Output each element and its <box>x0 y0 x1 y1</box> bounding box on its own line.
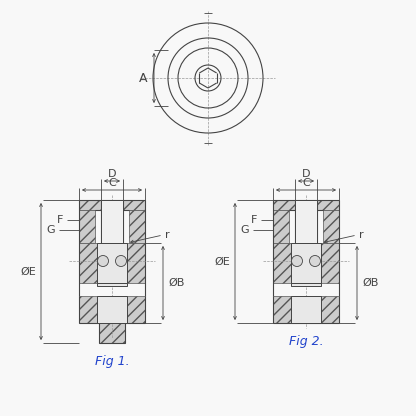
Bar <box>101 200 123 243</box>
Circle shape <box>292 255 302 267</box>
Bar <box>295 200 317 243</box>
Text: D: D <box>302 169 310 179</box>
Bar <box>79 200 145 210</box>
Bar <box>291 296 321 323</box>
Text: r: r <box>359 230 364 240</box>
Bar <box>127 243 145 283</box>
Text: Fig 2.: Fig 2. <box>289 334 323 347</box>
Circle shape <box>116 255 126 267</box>
Circle shape <box>310 255 320 267</box>
Text: ØB: ØB <box>362 278 379 288</box>
Circle shape <box>97 255 109 267</box>
Text: G: G <box>240 225 249 235</box>
Text: Fig 1.: Fig 1. <box>95 354 129 367</box>
Bar <box>273 243 291 283</box>
Text: F: F <box>250 215 257 225</box>
Bar <box>291 243 321 283</box>
Bar <box>273 296 339 323</box>
Text: F: F <box>57 215 63 225</box>
Text: A: A <box>139 72 147 84</box>
Bar <box>79 243 97 283</box>
Bar <box>321 243 339 283</box>
Bar <box>99 323 125 343</box>
Text: ØE: ØE <box>20 267 36 277</box>
Text: ØB: ØB <box>168 278 184 288</box>
Bar <box>291 283 321 286</box>
Bar <box>79 210 95 243</box>
Bar <box>97 243 127 283</box>
Bar <box>79 296 145 323</box>
Text: ØE: ØE <box>214 257 230 267</box>
Bar <box>273 200 339 210</box>
Text: D: D <box>108 169 116 179</box>
Text: G: G <box>46 225 55 235</box>
Text: C: C <box>302 178 310 188</box>
Bar <box>97 283 127 286</box>
Bar <box>97 296 127 323</box>
Text: r: r <box>165 230 170 240</box>
Bar <box>273 210 289 243</box>
Bar <box>323 210 339 243</box>
Bar <box>129 210 145 243</box>
Text: C: C <box>108 178 116 188</box>
